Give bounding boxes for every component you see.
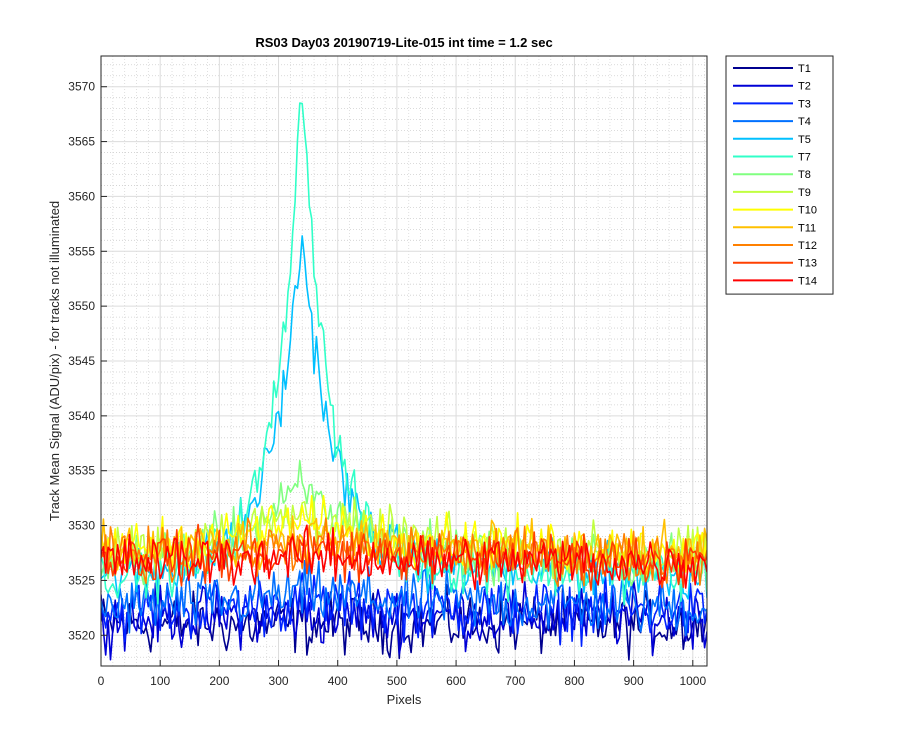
- legend-label-t7: T7: [798, 152, 811, 164]
- y-tick-label: 3535: [68, 464, 95, 478]
- series-line-t2: [101, 579, 707, 661]
- x-tick-label: 600: [446, 674, 466, 688]
- y-axis-label: Track Mean Signal (ADU/pix) - for tracks…: [47, 201, 62, 521]
- x-axis-label: Pixels: [387, 692, 422, 707]
- y-tick-label: 3570: [68, 80, 95, 94]
- y-tick-label: 3530: [68, 519, 95, 533]
- y-tick-label: 3540: [68, 409, 95, 423]
- y-tick-label: 3555: [68, 244, 95, 258]
- series-line-t3: [101, 570, 707, 647]
- plot-lines: [101, 102, 707, 661]
- x-tick-label: 100: [150, 674, 170, 688]
- x-tick-label: 500: [387, 674, 407, 688]
- legend-label-t3: T3: [798, 98, 811, 110]
- x-tick-label: 800: [564, 674, 584, 688]
- legend-label-t1: T1: [798, 63, 811, 75]
- legend-label-t13: T13: [798, 258, 817, 270]
- legend-label-t2: T2: [798, 81, 811, 93]
- series-line-t14: [101, 524, 707, 591]
- legend-label-t4: T4: [798, 116, 811, 128]
- y-tick-label: 3525: [68, 573, 95, 587]
- x-tick-label: 400: [328, 674, 348, 688]
- y-tick-label: 3545: [68, 354, 95, 368]
- y-tick-label: 3520: [68, 628, 95, 642]
- x-tick-label: 0: [98, 674, 105, 688]
- legend-label-t11: T11: [798, 222, 816, 234]
- x-tick-label: 1000: [679, 674, 706, 688]
- chart-title: RS03 Day03 20190719-Lite-015 int time = …: [255, 35, 552, 50]
- x-tick-label: 900: [624, 674, 644, 688]
- legend-label-t12: T12: [798, 240, 817, 252]
- x-tick-label: 200: [209, 674, 229, 688]
- y-axis-ticks: 3520 3525 3530 3535 3540 3545 3550 3555 3560 3565…: [68, 80, 107, 642]
- y-tick-label: 3560: [68, 189, 95, 203]
- legend-label-t5: T5: [798, 134, 811, 146]
- legend-label-t8: T8: [798, 169, 811, 181]
- x-axis-ticks: 0 100 200 300 400 500 600 700 800 900 1000: [98, 660, 706, 688]
- x-tick-label: 300: [269, 674, 289, 688]
- legend: T1 T2 T3 T4 T5 T7 T8 T9 T10 T11 T12 T13 T14: [725, 55, 834, 295]
- series-line-t4: [101, 559, 707, 637]
- legend-label-t10: T10: [798, 205, 817, 217]
- legend-label-t14: T14: [798, 275, 817, 287]
- legend-label-t9: T9: [798, 187, 811, 199]
- y-tick-label: 3565: [68, 135, 95, 149]
- x-tick-label: 700: [505, 674, 525, 688]
- y-tick-label: 3550: [68, 299, 95, 313]
